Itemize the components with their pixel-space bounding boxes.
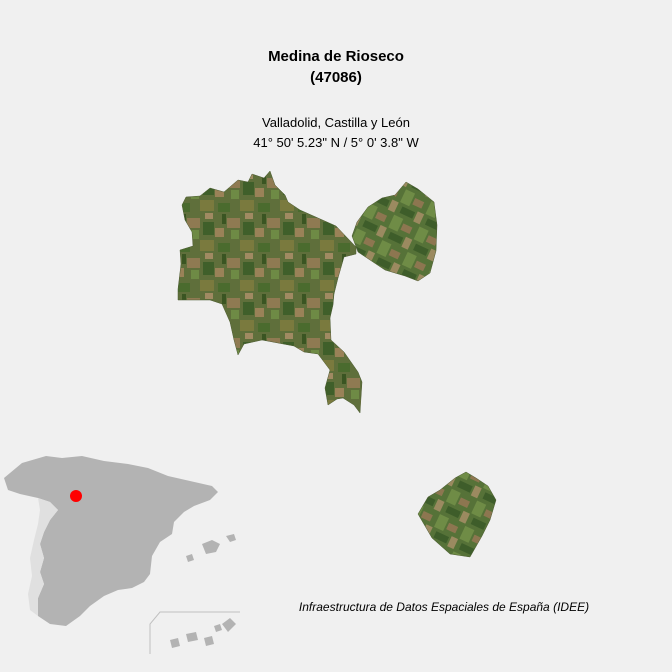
map-title: Medina de Rioseco (47086) (0, 46, 672, 88)
main-territory (177, 170, 363, 414)
municipality-code: (47086) (310, 69, 362, 86)
attribution-credit: Infraestructura de Datos Espaciales de E… (298, 600, 590, 614)
map-subtitle: Valladolid, Castilla y León 41° 50' 5.23… (0, 113, 672, 153)
south-enclave (417, 471, 497, 558)
coordinates-label: 41° 50' 5.23" N / 5° 0' 3.8" W (253, 135, 419, 150)
spain-locator-inset (4, 456, 240, 654)
region-label: Valladolid, Castilla y León (262, 115, 410, 130)
balearic-islands (186, 534, 236, 562)
canary-islands-box (149, 611, 240, 654)
spain-mainland (4, 456, 218, 626)
east-enclave (351, 181, 438, 282)
municipality-name: Medina de Rioseco (268, 48, 404, 65)
portugal (28, 498, 58, 616)
location-marker (70, 490, 82, 502)
